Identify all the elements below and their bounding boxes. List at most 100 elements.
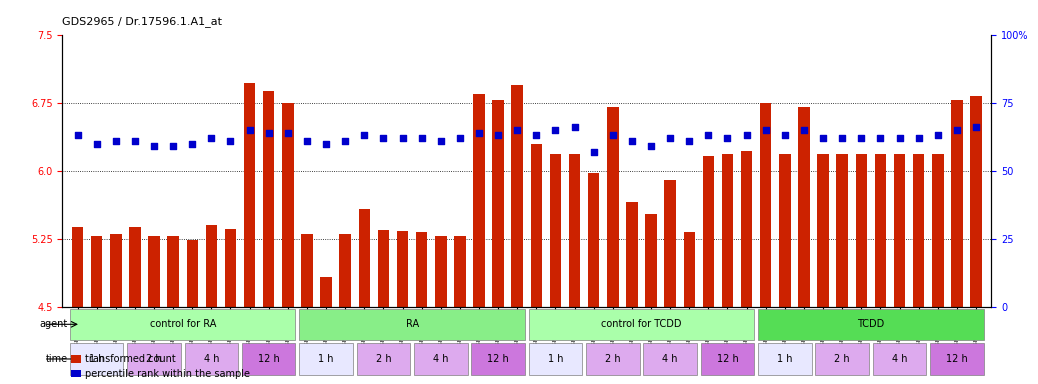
Point bbox=[967, 124, 984, 130]
Point bbox=[184, 141, 200, 147]
Bar bbox=[626, 202, 637, 307]
Bar bbox=[894, 154, 905, 307]
Point bbox=[643, 143, 659, 149]
Text: 4 h: 4 h bbox=[433, 354, 448, 364]
Point bbox=[509, 127, 525, 133]
Point bbox=[872, 135, 889, 141]
Point bbox=[433, 138, 449, 144]
Point bbox=[261, 129, 277, 136]
Bar bbox=[646, 214, 657, 307]
Text: 2 h: 2 h bbox=[146, 354, 162, 364]
FancyBboxPatch shape bbox=[816, 343, 869, 374]
Point bbox=[165, 143, 182, 149]
Bar bbox=[837, 154, 848, 307]
Point bbox=[604, 132, 621, 138]
Bar bbox=[301, 234, 312, 307]
Bar bbox=[321, 277, 332, 307]
Point bbox=[88, 141, 105, 147]
Point bbox=[528, 132, 545, 138]
Bar bbox=[282, 103, 294, 307]
Text: 1 h: 1 h bbox=[777, 354, 793, 364]
FancyBboxPatch shape bbox=[586, 343, 639, 374]
Bar bbox=[721, 154, 733, 307]
FancyBboxPatch shape bbox=[873, 343, 926, 374]
Bar bbox=[512, 84, 523, 307]
FancyBboxPatch shape bbox=[70, 309, 296, 340]
Bar bbox=[588, 172, 599, 307]
Text: 1 h: 1 h bbox=[548, 354, 564, 364]
Point bbox=[127, 138, 143, 144]
Bar bbox=[187, 240, 198, 307]
Text: 4 h: 4 h bbox=[203, 354, 219, 364]
Bar bbox=[378, 230, 389, 307]
FancyBboxPatch shape bbox=[299, 309, 525, 340]
Point bbox=[375, 135, 391, 141]
Text: 12 h: 12 h bbox=[716, 354, 738, 364]
Bar bbox=[206, 225, 217, 307]
Bar bbox=[455, 236, 466, 307]
Text: control for RA: control for RA bbox=[149, 319, 216, 329]
FancyBboxPatch shape bbox=[128, 343, 181, 374]
Point bbox=[567, 124, 583, 130]
FancyBboxPatch shape bbox=[758, 343, 812, 374]
Point bbox=[585, 149, 602, 155]
Point bbox=[203, 135, 220, 141]
Text: 2 h: 2 h bbox=[605, 354, 621, 364]
Text: 12 h: 12 h bbox=[487, 354, 509, 364]
Point bbox=[929, 132, 946, 138]
Bar bbox=[760, 103, 771, 307]
Point bbox=[547, 127, 564, 133]
FancyBboxPatch shape bbox=[242, 343, 296, 374]
Bar bbox=[684, 232, 695, 307]
FancyBboxPatch shape bbox=[701, 343, 755, 374]
Bar bbox=[263, 91, 274, 307]
Bar bbox=[244, 83, 255, 307]
Bar bbox=[416, 232, 428, 307]
FancyBboxPatch shape bbox=[357, 343, 410, 374]
Point bbox=[719, 135, 736, 141]
Point bbox=[681, 138, 698, 144]
Text: time: time bbox=[46, 354, 69, 364]
Bar bbox=[530, 144, 542, 307]
Bar bbox=[492, 100, 503, 307]
Point bbox=[624, 138, 640, 144]
Text: TCDD: TCDD bbox=[857, 319, 884, 329]
Point bbox=[815, 135, 831, 141]
Point bbox=[470, 129, 487, 136]
Bar bbox=[741, 151, 753, 307]
Bar bbox=[971, 96, 982, 307]
Bar bbox=[855, 154, 867, 307]
Bar bbox=[110, 234, 121, 307]
Bar bbox=[780, 154, 791, 307]
Text: 12 h: 12 h bbox=[946, 354, 967, 364]
Point bbox=[222, 138, 239, 144]
Point bbox=[892, 135, 908, 141]
Point bbox=[662, 135, 679, 141]
Point bbox=[356, 132, 373, 138]
FancyBboxPatch shape bbox=[471, 343, 525, 374]
Point bbox=[910, 135, 927, 141]
Point bbox=[834, 135, 850, 141]
Point bbox=[738, 132, 755, 138]
Bar bbox=[339, 234, 351, 307]
Bar bbox=[473, 94, 485, 307]
Point bbox=[394, 135, 411, 141]
Point bbox=[318, 141, 334, 147]
Point bbox=[145, 143, 162, 149]
FancyBboxPatch shape bbox=[644, 343, 696, 374]
Bar bbox=[129, 227, 141, 307]
Bar bbox=[607, 107, 619, 307]
Point bbox=[776, 132, 793, 138]
Point bbox=[413, 135, 430, 141]
FancyBboxPatch shape bbox=[185, 343, 238, 374]
Bar bbox=[798, 107, 810, 307]
Text: GDS2965 / Dr.17596.1.A1_at: GDS2965 / Dr.17596.1.A1_at bbox=[62, 16, 222, 27]
Bar bbox=[875, 154, 886, 307]
Point bbox=[299, 138, 316, 144]
FancyBboxPatch shape bbox=[299, 343, 353, 374]
Bar bbox=[72, 227, 83, 307]
Point bbox=[241, 127, 257, 133]
Bar bbox=[817, 154, 828, 307]
Text: 1 h: 1 h bbox=[89, 354, 105, 364]
Point bbox=[853, 135, 870, 141]
